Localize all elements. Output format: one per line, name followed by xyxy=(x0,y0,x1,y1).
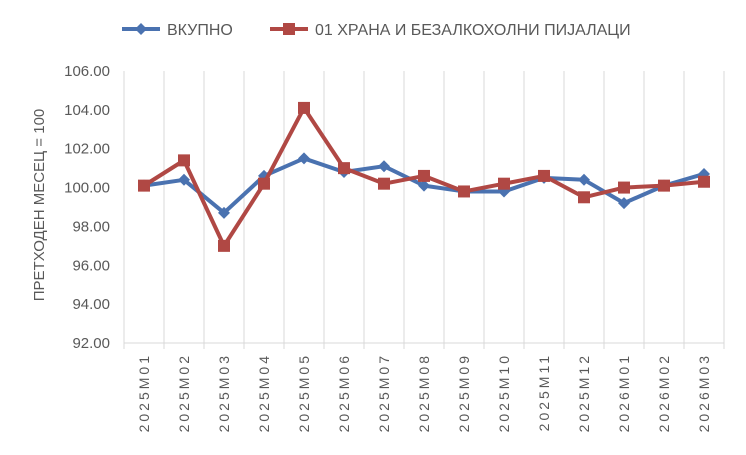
x-tick-label: 2025M08 xyxy=(416,353,432,432)
y-tick-label: 96.00 xyxy=(72,257,110,274)
data-point xyxy=(658,179,670,192)
data-point xyxy=(498,177,510,190)
data-point xyxy=(378,160,390,173)
data-point xyxy=(338,162,350,175)
x-tick-label: 2025M12 xyxy=(576,353,592,432)
data-point xyxy=(418,179,430,192)
legend-label: ВКУПНО xyxy=(167,22,233,39)
legend-label: 01 ХРАНА И БЕЗАЛКОХОЛНИ ПИЈАЛАЦИ xyxy=(315,22,631,39)
data-point xyxy=(218,206,230,219)
x-tick-label: 2025M03 xyxy=(216,353,232,432)
x-tick-label: 2025M06 xyxy=(336,353,352,432)
y-tick-label: 92.00 xyxy=(72,335,110,352)
data-point xyxy=(138,179,150,192)
data-point xyxy=(258,177,270,190)
data-point xyxy=(378,177,390,190)
legend: ВКУПНО 01 ХРАНА И БЕЗАЛКОХОЛНИ ПИЈАЛАЦИ xyxy=(122,22,631,39)
data-point xyxy=(178,154,190,167)
data-point xyxy=(218,239,230,252)
data-point xyxy=(298,101,310,114)
x-tick-label: 2025M11 xyxy=(536,353,552,431)
data-point xyxy=(418,169,430,182)
legend-marker xyxy=(283,23,295,35)
data-point xyxy=(578,191,590,204)
legend-marker xyxy=(135,23,147,35)
y-tick-label: 94.00 xyxy=(72,296,110,313)
axes: 92.00 94.00 96.00 98.00 100.00 102.00 104.00 10… xyxy=(64,63,724,432)
data-point xyxy=(618,197,630,210)
y-tick-label: 102.00 xyxy=(64,141,110,158)
data-point xyxy=(578,173,590,186)
x-tick-label: 2025M02 xyxy=(176,353,192,432)
data-point xyxy=(458,185,470,198)
x-tick-label: 2025M01 xyxy=(136,353,152,432)
y-tick-label: 100.00 xyxy=(64,180,110,197)
gridlines xyxy=(123,71,725,349)
x-tick-label: 2025M04 xyxy=(256,353,272,432)
x-tick-label: 2025M07 xyxy=(376,353,392,432)
data-point xyxy=(538,169,550,182)
data-point xyxy=(298,152,310,165)
x-tick-label: 2026M02 xyxy=(656,353,672,432)
data-point xyxy=(618,181,630,194)
series xyxy=(138,101,710,252)
x-tick-label: 2025M05 xyxy=(296,353,312,432)
data-point xyxy=(698,175,710,188)
data-point xyxy=(178,173,190,186)
y-axis-title: ПРЕТХОДЕН МЕСЕЦ = 100 xyxy=(31,109,48,302)
x-tick-label: 2026M01 xyxy=(616,353,632,432)
x-tick-label: 2025M10 xyxy=(496,353,512,432)
x-tick-label: 2025M09 xyxy=(456,353,472,432)
y-tick-label: 106.00 xyxy=(64,63,110,80)
x-tick-label: 2026M03 xyxy=(696,353,712,432)
y-tick-label: 98.00 xyxy=(72,218,110,235)
y-tick-label: 104.00 xyxy=(64,102,110,119)
